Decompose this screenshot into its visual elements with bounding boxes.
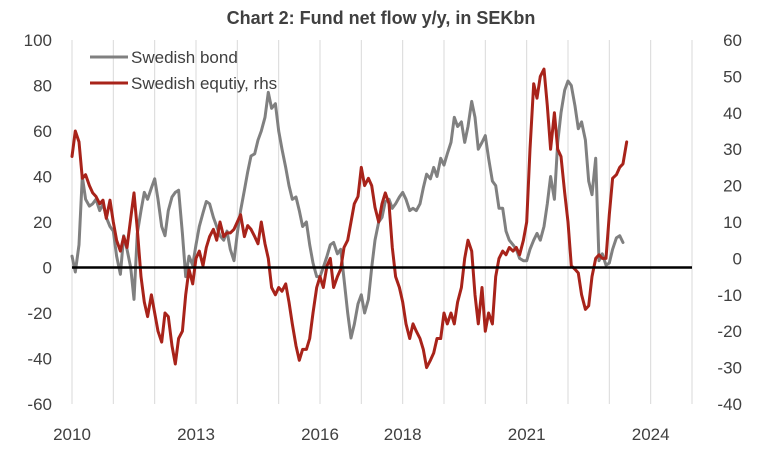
left-tick-label: 100 (24, 31, 52, 50)
right-tick-label: 30 (723, 140, 742, 159)
x-tick-label: 2013 (177, 425, 215, 444)
x-tick-label: 2021 (508, 425, 546, 444)
chart-title: Chart 2: Fund net flow y/y, in SEKbn (227, 8, 536, 28)
x-tick-label: 2016 (301, 425, 339, 444)
x-axis-ticks: 2010 2013 2016 2018 2021 2024 (53, 425, 669, 444)
right-tick-label: -30 (717, 359, 742, 378)
series-line-swedish-equity (70, 67, 629, 370)
left-tick-label: 0 (43, 259, 52, 278)
x-tick-label: 2024 (632, 425, 670, 444)
left-tick-label: 60 (33, 122, 52, 141)
legend: Swedish bond Swedish equtiy, rhs (90, 48, 277, 93)
right-tick-label: 0 (733, 249, 742, 268)
right-tick-label: 60 (723, 31, 742, 50)
left-tick-label: 80 (33, 77, 52, 96)
x-tick-label: 2018 (384, 425, 422, 444)
right-tick-label: 50 (723, 67, 742, 86)
left-tick-label: -40 (27, 350, 52, 369)
left-tick-label: 40 (33, 168, 52, 187)
legend-label: Swedish equtiy, rhs (131, 74, 277, 93)
legend-label: Swedish bond (131, 48, 238, 67)
right-axis-ticks: 60 50 40 30 20 10 0 -10 -20 -30 -40 (717, 31, 742, 414)
right-tick-label: 10 (723, 213, 742, 232)
series-layer (70, 67, 629, 370)
right-tick-label: -20 (717, 322, 742, 341)
x-tick-label: 2010 (53, 425, 91, 444)
series-line-swedish-bond (70, 79, 625, 340)
left-tick-label: 20 (33, 213, 52, 232)
left-tick-label: -60 (27, 395, 52, 414)
right-tick-label: -40 (717, 395, 742, 414)
right-tick-label: 20 (723, 177, 742, 196)
right-tick-label: -10 (717, 286, 742, 305)
left-axis-ticks: 100 80 60 40 20 0 -20 -40 -60 (24, 31, 52, 414)
right-tick-label: 40 (723, 104, 742, 123)
left-tick-label: -20 (27, 304, 52, 323)
